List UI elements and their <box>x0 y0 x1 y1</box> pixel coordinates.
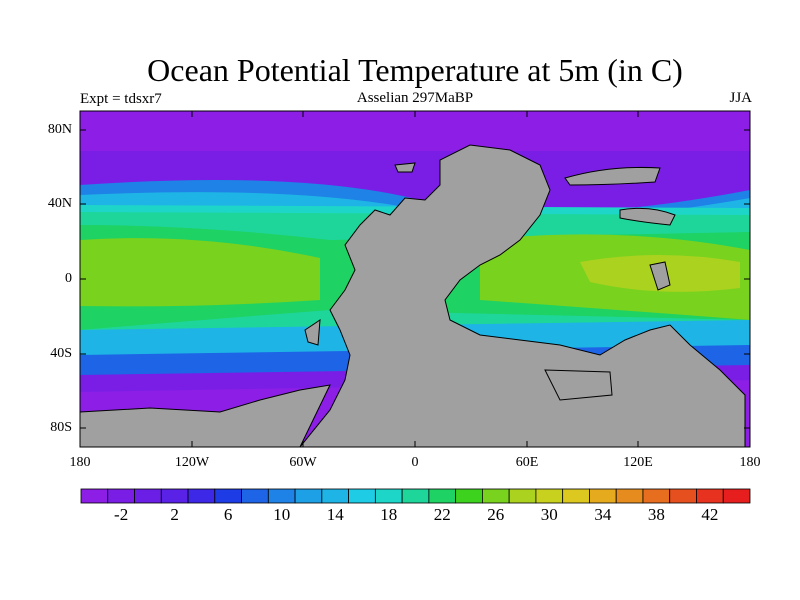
axis-ticks <box>80 111 750 447</box>
colorbar-swatch <box>401 488 430 504</box>
colorbar-swatch <box>615 488 644 504</box>
season-label: JJA <box>729 90 752 106</box>
lat-label-40s: 40S <box>50 346 72 361</box>
colorbar-label: -2 <box>114 505 129 524</box>
colorbar-label: 26 <box>487 505 505 524</box>
colorbar-swatch <box>669 488 697 504</box>
colorbar-swatch <box>294 488 323 504</box>
colorbar-swatch <box>642 488 671 504</box>
colorbar-label: 18 <box>380 505 398 524</box>
experiment-label: Expt = tdsxr7 <box>80 91 162 107</box>
colorbar-label: 30 <box>540 505 558 524</box>
map-plot-area <box>80 111 750 447</box>
colorbar-swatch <box>374 488 403 504</box>
colorbar-swatch <box>481 488 510 504</box>
pangea-landmass <box>299 144 746 447</box>
colorbar-swatch <box>321 488 349 504</box>
colorbar <box>80 488 751 504</box>
colorbar-swatch <box>267 488 296 504</box>
chart-title: Ocean Potential Temperature at 5m (in C) <box>147 52 683 88</box>
colorbar-swatch <box>589 488 617 504</box>
lon-label-180e: 180 <box>739 455 761 470</box>
colorbar-swatch <box>160 488 189 504</box>
colorbar-swatch <box>562 488 590 504</box>
colorbar-label: 14 <box>326 505 344 524</box>
lat-label-40n: 40N <box>47 196 72 211</box>
lon-label-60e: 60E <box>515 455 539 470</box>
colorbar-swatch <box>187 488 216 504</box>
colorbar-swatch <box>214 488 242 504</box>
colorbar-swatch <box>428 488 457 504</box>
lat-label-80n: 80N <box>47 122 72 137</box>
colorbar-swatch <box>722 488 751 504</box>
colorbar-swatch <box>80 488 109 504</box>
colorbar-label: 2 <box>170 505 179 524</box>
lat-label-0: 0 <box>65 271 72 286</box>
lon-label-60w: 60W <box>289 455 317 470</box>
lat-label-80s: 80S <box>50 420 72 435</box>
colorbar-swatch <box>508 488 537 504</box>
colorbar-swatch <box>241 488 269 504</box>
colorbar-swatch <box>696 488 724 504</box>
lon-label-180w: 180 <box>69 455 91 470</box>
lon-label-0: 0 <box>411 455 419 470</box>
lon-label-120e: 120E <box>623 455 653 470</box>
colorbar-swatch <box>455 488 483 504</box>
colorbar-label: 34 <box>594 505 612 524</box>
colorbar-swatch <box>348 488 376 504</box>
colorbar-label: 42 <box>701 505 719 524</box>
colorbar-swatch <box>107 488 135 504</box>
colorbar-swatch <box>535 488 564 504</box>
colorbar-swatch <box>134 488 162 504</box>
colorbar-label: 10 <box>273 505 291 524</box>
colorbar-label: 6 <box>223 505 233 524</box>
colorbar-label: 38 <box>647 505 665 524</box>
colorbar-label: 22 <box>433 505 451 524</box>
lon-label-120w: 120W <box>174 455 210 470</box>
period-subtitle: Asselian 297MaBP <box>356 90 474 106</box>
